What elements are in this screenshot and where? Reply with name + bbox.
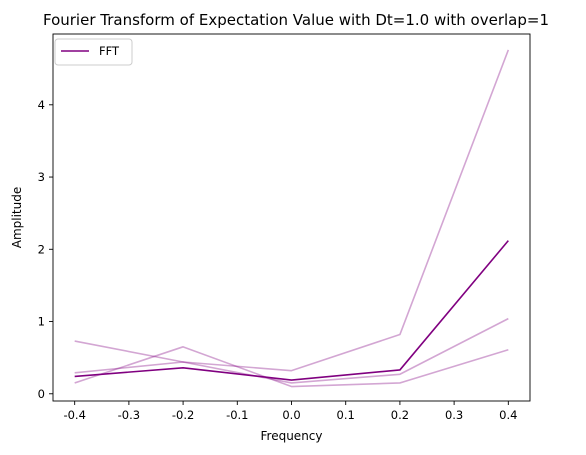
x-tick-label: 0.4 [499, 408, 517, 422]
legend-label-fft: FFT [99, 44, 120, 58]
y-tick-label: 3 [38, 170, 45, 184]
y-axis-ticks: 0 1 2 3 4 [38, 98, 53, 401]
x-tick-label: 0.0 [282, 408, 300, 422]
series-layer [74, 49, 510, 388]
series-line-2 [74, 346, 509, 388]
y-tick-label: 1 [38, 315, 45, 329]
series-line-3 [74, 317, 509, 384]
chart-title: Fourier Transform of Expectation Value w… [43, 11, 549, 29]
x-tick-label: -0.2 [172, 408, 194, 422]
y-tick-label: 0 [38, 387, 45, 401]
x-tick-label: 0.2 [391, 408, 409, 422]
series-line-fft [74, 240, 509, 381]
x-axis-ticks: -0.4 -0.3 -0.2 -0.1 0.0 0.1 0.2 0.3 0.4 [63, 401, 517, 422]
y-tick-label: 4 [38, 98, 45, 112]
legend: FFT [54, 38, 133, 66]
legend-box [54, 38, 133, 66]
series-line-1 [74, 49, 510, 374]
x-tick-label: 0.1 [337, 408, 355, 422]
plot-frame [52, 33, 531, 402]
y-tick-label: 2 [38, 242, 45, 256]
x-tick-label: 0.3 [445, 408, 463, 422]
x-tick-label: -0.3 [118, 408, 140, 422]
x-axis-label: Frequency [261, 429, 323, 443]
plot-area [53, 34, 530, 401]
x-tick-label: -0.4 [63, 408, 85, 422]
y-axis-label: Amplitude [10, 187, 24, 249]
x-tick-label: -0.1 [226, 408, 248, 422]
